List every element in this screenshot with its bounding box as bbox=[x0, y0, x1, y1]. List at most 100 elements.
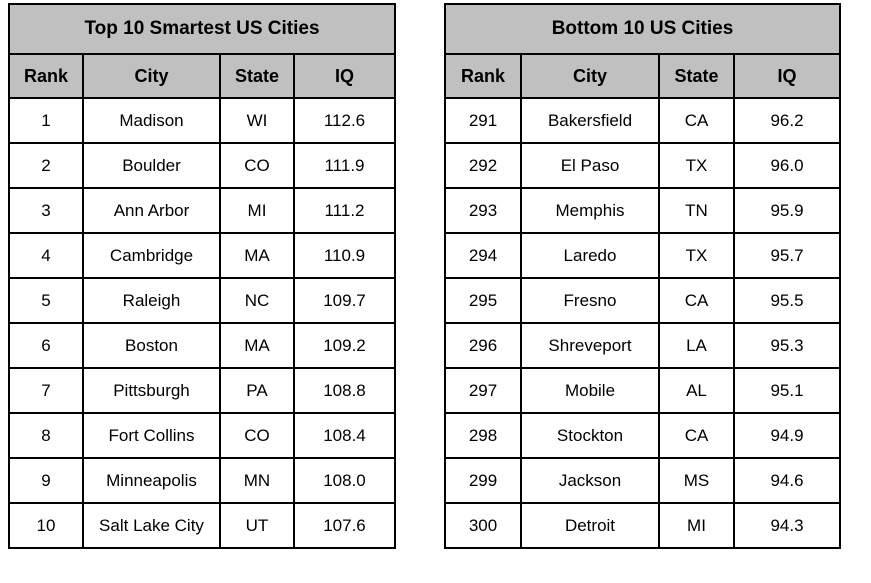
cell-city: Boston bbox=[82, 322, 221, 369]
cell-state: LA bbox=[658, 322, 735, 369]
cell-rank: 297 bbox=[444, 367, 522, 414]
cell-city: El Paso bbox=[520, 142, 660, 189]
cell-iq: 109.2 bbox=[293, 322, 396, 369]
table-row: 1 Madison WI 112.6 bbox=[8, 97, 396, 144]
cell-rank: 10 bbox=[8, 502, 84, 549]
table-row: 292 El Paso TX 96.0 bbox=[444, 142, 841, 189]
cell-city: Stockton bbox=[520, 412, 660, 459]
table-row: 293 Memphis TN 95.9 bbox=[444, 187, 841, 234]
cell-state: MA bbox=[219, 232, 295, 279]
cell-city: Detroit bbox=[520, 502, 660, 549]
cell-city: Ann Arbor bbox=[82, 187, 221, 234]
cell-city: Jackson bbox=[520, 457, 660, 504]
cell-state: WI bbox=[219, 97, 295, 144]
table-row: 8 Fort Collins CO 108.4 bbox=[8, 412, 396, 459]
table-row: 7 Pittsburgh PA 108.8 bbox=[8, 367, 396, 414]
cell-city: Boulder bbox=[82, 142, 221, 189]
cell-city: Fresno bbox=[520, 277, 660, 324]
table-row: 2 Boulder CO 111.9 bbox=[8, 142, 396, 189]
cell-state: CA bbox=[658, 277, 735, 324]
column-header-row: Rank City State IQ bbox=[8, 53, 396, 99]
cell-state: UT bbox=[219, 502, 295, 549]
cell-state: PA bbox=[219, 367, 295, 414]
cell-rank: 1 bbox=[8, 97, 84, 144]
cell-iq: 95.7 bbox=[733, 232, 841, 279]
cell-iq: 95.5 bbox=[733, 277, 841, 324]
cell-iq: 110.9 bbox=[293, 232, 396, 279]
cell-iq: 109.7 bbox=[293, 277, 396, 324]
cell-iq: 107.6 bbox=[293, 502, 396, 549]
cell-rank: 292 bbox=[444, 142, 522, 189]
cell-rank: 299 bbox=[444, 457, 522, 504]
cell-rank: 293 bbox=[444, 187, 522, 234]
cell-iq: 94.9 bbox=[733, 412, 841, 459]
cell-iq: 96.0 bbox=[733, 142, 841, 189]
table-row: 6 Boston MA 109.2 bbox=[8, 322, 396, 369]
table-row: 298 Stockton CA 94.9 bbox=[444, 412, 841, 459]
cell-city: Memphis bbox=[520, 187, 660, 234]
cell-city: Bakersfield bbox=[520, 97, 660, 144]
cell-state: CO bbox=[219, 142, 295, 189]
cell-state: MI bbox=[219, 187, 295, 234]
cell-state: AL bbox=[658, 367, 735, 414]
table-row: 294 Laredo TX 95.7 bbox=[444, 232, 841, 279]
table-row: 296 Shreveport LA 95.3 bbox=[444, 322, 841, 369]
column-header-iq: IQ bbox=[293, 53, 396, 99]
cell-rank: 294 bbox=[444, 232, 522, 279]
cell-iq: 111.9 bbox=[293, 142, 396, 189]
cell-iq: 108.8 bbox=[293, 367, 396, 414]
cell-iq: 94.3 bbox=[733, 502, 841, 549]
cell-state: CA bbox=[658, 97, 735, 144]
cell-city: Pittsburgh bbox=[82, 367, 221, 414]
cell-iq: 94.6 bbox=[733, 457, 841, 504]
table-title: Bottom 10 US Cities bbox=[444, 3, 841, 55]
cell-iq: 108.4 bbox=[293, 412, 396, 459]
cell-rank: 5 bbox=[8, 277, 84, 324]
table-row: 295 Fresno CA 95.5 bbox=[444, 277, 841, 324]
cell-rank: 6 bbox=[8, 322, 84, 369]
column-header-state: State bbox=[658, 53, 735, 99]
cell-state: MA bbox=[219, 322, 295, 369]
cell-iq: 95.9 bbox=[733, 187, 841, 234]
cell-iq: 95.3 bbox=[733, 322, 841, 369]
cell-state: CO bbox=[219, 412, 295, 459]
table-row: 4 Cambridge MA 110.9 bbox=[8, 232, 396, 279]
column-header-iq: IQ bbox=[733, 53, 841, 99]
bottom-10-table: Bottom 10 US Cities Rank City State IQ 2… bbox=[444, 3, 841, 549]
table-row: 291 Bakersfield CA 96.2 bbox=[444, 97, 841, 144]
cell-rank: 7 bbox=[8, 367, 84, 414]
table-title-row: Bottom 10 US Cities bbox=[444, 3, 841, 55]
cell-state: MS bbox=[658, 457, 735, 504]
table-row: 10 Salt Lake City UT 107.6 bbox=[8, 502, 396, 549]
cell-city: Cambridge bbox=[82, 232, 221, 279]
cell-iq: 112.6 bbox=[293, 97, 396, 144]
column-header-row: Rank City State IQ bbox=[444, 53, 841, 99]
cell-city: Salt Lake City bbox=[82, 502, 221, 549]
table-row: 3 Ann Arbor MI 111.2 bbox=[8, 187, 396, 234]
cell-rank: 9 bbox=[8, 457, 84, 504]
table-row: 299 Jackson MS 94.6 bbox=[444, 457, 841, 504]
cell-rank: 2 bbox=[8, 142, 84, 189]
cell-iq: 95.1 bbox=[733, 367, 841, 414]
column-header-rank: Rank bbox=[8, 53, 84, 99]
cell-iq: 96.2 bbox=[733, 97, 841, 144]
table-title-row: Top 10 Smartest US Cities bbox=[8, 3, 396, 55]
cell-rank: 298 bbox=[444, 412, 522, 459]
cell-rank: 300 bbox=[444, 502, 522, 549]
cell-rank: 8 bbox=[8, 412, 84, 459]
top-10-smartest-table: Top 10 Smartest US Cities Rank City Stat… bbox=[8, 3, 396, 549]
cell-city: Raleigh bbox=[82, 277, 221, 324]
cell-city: Madison bbox=[82, 97, 221, 144]
cell-state: MN bbox=[219, 457, 295, 504]
column-header-city: City bbox=[520, 53, 660, 99]
cell-state: CA bbox=[658, 412, 735, 459]
cell-rank: 3 bbox=[8, 187, 84, 234]
table-row: 5 Raleigh NC 109.7 bbox=[8, 277, 396, 324]
cell-city: Shreveport bbox=[520, 322, 660, 369]
cell-city: Fort Collins bbox=[82, 412, 221, 459]
cell-rank: 295 bbox=[444, 277, 522, 324]
column-header-rank: Rank bbox=[444, 53, 522, 99]
table-row: 9 Minneapolis MN 108.0 bbox=[8, 457, 396, 504]
column-header-state: State bbox=[219, 53, 295, 99]
